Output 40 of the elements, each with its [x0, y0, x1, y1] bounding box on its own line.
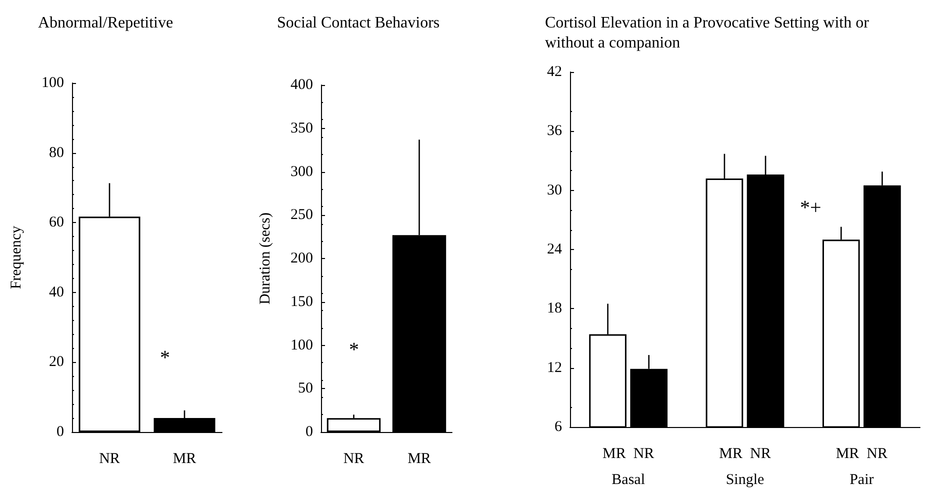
y-tick-label: 150 — [290, 294, 313, 310]
y-tick-label: 80 — [49, 144, 64, 161]
y-tick-label: 50 — [298, 380, 313, 397]
y-tick-label: 18 — [547, 300, 562, 317]
y-tick-label: 100 — [42, 75, 64, 91]
y-axis-title: Frequency — [8, 225, 24, 290]
annotation: * — [160, 347, 170, 369]
y-tick-label: 36 — [547, 123, 562, 140]
x-tick-label: NR — [343, 451, 364, 467]
y-tick-label: 0 — [56, 424, 64, 440]
annotation: * — [349, 339, 359, 361]
y-tick-label: 12 — [547, 360, 562, 376]
y-tick-label: 24 — [547, 242, 562, 258]
y-tick-label: 250 — [290, 207, 313, 224]
x-tick-label: Pair — [850, 472, 874, 488]
x-tick-label: MR — [172, 451, 196, 467]
y-tick-label: 350 — [290, 120, 313, 136]
chart-title: Social Contact Behaviors — [277, 14, 440, 32]
x-tick-label: MR — [408, 451, 431, 467]
y-tick-label: 42 — [547, 64, 562, 80]
x-tick-label: NR — [99, 451, 120, 467]
y-tick-label: 60 — [49, 214, 64, 231]
y-axis-title: Duration (secs) — [258, 212, 274, 305]
annotation: *+ — [800, 197, 822, 219]
x-tick-label: Single — [726, 472, 765, 488]
y-tick-label: 300 — [290, 164, 313, 180]
y-tick-label: 40 — [49, 284, 64, 300]
y-tick-label: 30 — [547, 182, 562, 198]
text: MR NR — [836, 446, 888, 462]
y-tick-label: 200 — [290, 250, 313, 266]
y-tick-label: 400 — [290, 77, 313, 93]
y-tick-label: 6 — [554, 419, 562, 435]
text: MR NR — [602, 446, 654, 462]
y-tick-label: 0 — [306, 424, 313, 440]
text: MR NR — [719, 446, 771, 462]
x-tick-label: Basal — [612, 472, 645, 488]
y-tick-label: 100 — [290, 337, 313, 354]
chart-title: Abnormal/Repetitive — [38, 14, 174, 32]
chart-title: Cortisol Elevation in a Provocative Setting with or without a companion — [545, 14, 873, 52]
y-tick-label: 20 — [49, 354, 64, 370]
